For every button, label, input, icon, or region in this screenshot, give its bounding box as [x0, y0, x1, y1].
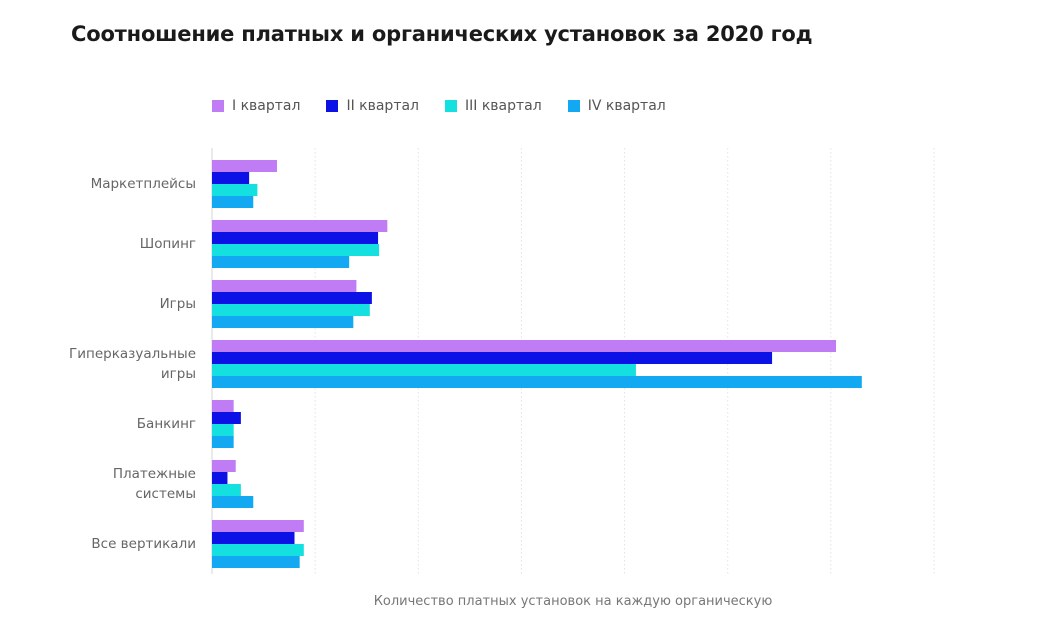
bar-2-series-1: [212, 220, 388, 232]
category-label: Гиперказуальные игры: [36, 344, 196, 384]
bar-3-series-2: [212, 292, 372, 304]
bar-4-series-3: [212, 364, 636, 376]
bar-1-series-3: [212, 184, 258, 196]
legend-label: IV квартал: [587, 98, 666, 114]
legend-swatch: [445, 100, 458, 112]
bar-7-series-3: [212, 544, 304, 556]
category-label-line: Шопинг: [139, 236, 196, 252]
category-label-line: Гиперказуальные: [69, 346, 196, 362]
x-axis-label: Количество платных установок на каждую о…: [373, 594, 773, 609]
legend-swatch: [567, 100, 580, 112]
bar-1-series-4: [212, 196, 254, 208]
legend-label: III квартал: [465, 98, 542, 114]
category-label-line: Игры: [159, 296, 196, 312]
legend: I квартал II квартал III квартал IV квартал: [212, 98, 692, 114]
category-label-line: Банкинг: [136, 416, 196, 432]
legend-item: II квартал: [326, 98, 419, 114]
bar-7-series-1: [212, 520, 304, 532]
bar-4-series-1: [212, 340, 837, 352]
bar-2-series-4: [212, 256, 350, 268]
bar-3-series-4: [212, 316, 354, 328]
category-label-line: системы: [135, 486, 196, 502]
category-label: Игры: [36, 294, 196, 314]
category-label: Все вертикали: [36, 534, 196, 554]
legend-item: I квартал: [212, 98, 300, 114]
bar-2-series-2: [212, 232, 379, 244]
bar-5-series-1: [212, 400, 234, 412]
bar-2-series-3: [212, 244, 380, 256]
bar-3-series-1: [212, 280, 357, 292]
bar-3-series-3: [212, 304, 370, 316]
category-label: Банкинг: [36, 414, 196, 434]
bar-7-series-2: [212, 532, 295, 544]
category-label: Платежные системы: [36, 464, 196, 504]
chart-title: Соотношение платных и органических устан…: [71, 22, 813, 46]
category-label: Шопинг: [36, 234, 196, 254]
bar-5-series-3: [212, 424, 234, 436]
bar-6-series-3: [212, 484, 241, 496]
legend-label: I квартал: [232, 98, 301, 114]
legend-item: IV квартал: [567, 98, 666, 114]
category-labels: Маркетплейсы Шопинг Игры Гиперказуальные игр…: [0, 0, 196, 642]
bar-4-series-2: [212, 352, 773, 364]
legend-item: III квартал: [445, 98, 542, 114]
category-label-line: игры: [160, 366, 196, 382]
bar-6-series-4: [212, 496, 254, 508]
category-label-line: Все вертикали: [91, 536, 196, 552]
bar-4-series-4: [212, 376, 862, 388]
legend-label: II квартал: [346, 98, 420, 114]
legend-swatch: [326, 100, 339, 112]
category-label-line: Платежные: [112, 466, 196, 482]
category-label-line: Маркетплейсы: [90, 176, 196, 192]
bar-5-series-2: [212, 412, 241, 424]
legend-swatch: [212, 100, 224, 112]
bar-7-series-4: [212, 556, 300, 568]
category-label: Маркетплейсы: [36, 174, 196, 194]
bar-1-series-2: [212, 172, 250, 184]
bar-6-series-1: [212, 460, 236, 472]
bar-5-series-4: [212, 436, 234, 448]
bar-1-series-1: [212, 160, 277, 172]
bar-6-series-2: [212, 472, 228, 484]
